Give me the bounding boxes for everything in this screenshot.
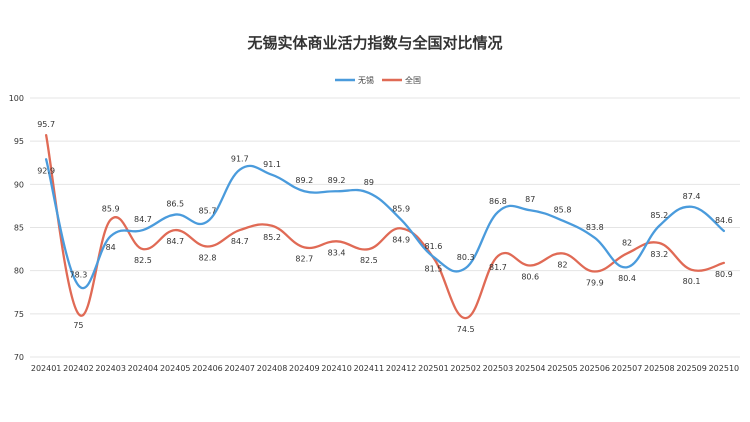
data-label-wuxi: 83.8	[586, 223, 604, 232]
data-label-wuxi: 80.4	[618, 274, 636, 283]
y-tick-label: 75	[14, 310, 24, 319]
x-tick-label: 202403	[95, 364, 126, 373]
data-label-national: 74.5	[457, 325, 475, 334]
data-label-national: 75	[73, 321, 83, 330]
x-tick-label: 202407	[224, 364, 255, 373]
data-label-wuxi: 91.1	[263, 160, 281, 169]
data-label-national: 84.9	[392, 235, 410, 244]
x-tick-label: 202507	[612, 364, 643, 373]
series-line-national	[44, 133, 726, 320]
data-label-wuxi: 80.3	[457, 253, 475, 262]
x-tick-label: 202509	[676, 364, 707, 373]
data-labels: 92.9 78.3 84 84.7 86.5 85.7 91.7 91.1 89.2 89.2 89…	[37, 120, 733, 334]
x-tick-label: 202505	[547, 364, 578, 373]
data-label-national: 80.1	[683, 277, 701, 286]
data-label-national: 82	[557, 260, 567, 269]
data-label-wuxi: 85.9	[392, 205, 410, 214]
x-tick-label: 202401	[31, 364, 62, 373]
legend: 无锡 全国	[335, 75, 421, 85]
data-label-wuxi: 78.3	[70, 270, 88, 279]
data-label-wuxi: 84.7	[134, 215, 152, 224]
x-tick-label: 202510	[709, 364, 740, 373]
y-tick-label: 100	[9, 94, 24, 103]
data-label-wuxi: 84.6	[715, 216, 733, 225]
data-label-wuxi: 89.2	[295, 176, 313, 185]
data-label-national: 82.5	[134, 256, 152, 265]
data-label-national: 84.7	[166, 237, 184, 246]
x-tick-label: 202504	[515, 364, 546, 373]
data-label-national: 85.2	[263, 233, 281, 242]
x-tick-label: 202411	[354, 364, 385, 373]
x-tick-label: 202501	[418, 364, 449, 373]
data-label-national: 79.9	[586, 279, 604, 288]
y-tick-label: 90	[14, 180, 24, 189]
data-label-wuxi: 87.4	[683, 192, 701, 201]
legend-label-national: 全国	[405, 75, 421, 85]
data-label-national: 82.5	[360, 256, 378, 265]
x-tick-label: 202404	[128, 364, 159, 373]
data-label-national: 81.7	[489, 263, 507, 272]
x-tick-label: 202508	[644, 364, 675, 373]
data-label-national: 82.7	[295, 254, 313, 263]
grid	[30, 97, 740, 358]
data-label-national: 82	[622, 238, 632, 247]
data-label-national: 81.5	[425, 265, 443, 274]
series	[44, 133, 726, 320]
data-label-national: 83.2	[650, 250, 668, 259]
data-label-wuxi: 87	[525, 195, 535, 204]
x-tick-label: 202405	[160, 364, 191, 373]
x-axis: 202401 202402 202403 202404 202405 202406 2024…	[31, 364, 739, 373]
data-label-wuxi: 86.8	[489, 197, 507, 206]
data-label-national: 84.7	[231, 237, 249, 246]
y-tick-label: 80	[14, 267, 24, 276]
y-tick-label: 85	[14, 224, 24, 233]
legend-label-wuxi: 无锡	[358, 76, 374, 85]
data-label-national: 95.7	[37, 120, 55, 129]
data-label-wuxi: 92.9	[37, 166, 55, 175]
chart-title: 无锡实体商业活力指数与全国对比情况	[246, 34, 502, 52]
data-label-national: 85.9	[102, 205, 120, 214]
x-tick-label: 202409	[289, 364, 320, 373]
x-tick-label: 202503	[483, 364, 514, 373]
x-tick-label: 202502	[450, 364, 481, 373]
y-tick-label: 70	[14, 353, 24, 362]
data-label-wuxi: 85.2	[650, 211, 668, 220]
data-label-wuxi: 84	[106, 243, 116, 252]
data-label-wuxi: 85.7	[199, 206, 217, 215]
data-label-wuxi: 89.2	[328, 176, 346, 185]
x-tick-label: 202402	[63, 364, 94, 373]
x-tick-label: 202410	[321, 364, 352, 373]
series-line-wuxi	[44, 158, 726, 290]
y-tick-label: 95	[14, 137, 24, 146]
data-label-national: 80.6	[521, 272, 539, 281]
data-label-wuxi: 91.7	[231, 155, 249, 164]
data-label-wuxi: 81.6	[425, 242, 443, 251]
data-label-national: 80.9	[715, 270, 733, 279]
data-label-wuxi: 89	[364, 178, 374, 187]
data-label-national: 83.4	[328, 248, 346, 257]
x-tick-label: 202506	[579, 364, 610, 373]
data-label-wuxi: 86.5	[166, 200, 184, 209]
data-label-wuxi: 85.8	[554, 206, 572, 215]
x-tick-label: 202406	[192, 364, 223, 373]
x-tick-label: 202412	[386, 364, 417, 373]
y-axis: 70 75 80 85 90 95 100	[9, 94, 24, 362]
x-tick-label: 202408	[257, 364, 288, 373]
data-label-national: 82.8	[199, 253, 217, 262]
